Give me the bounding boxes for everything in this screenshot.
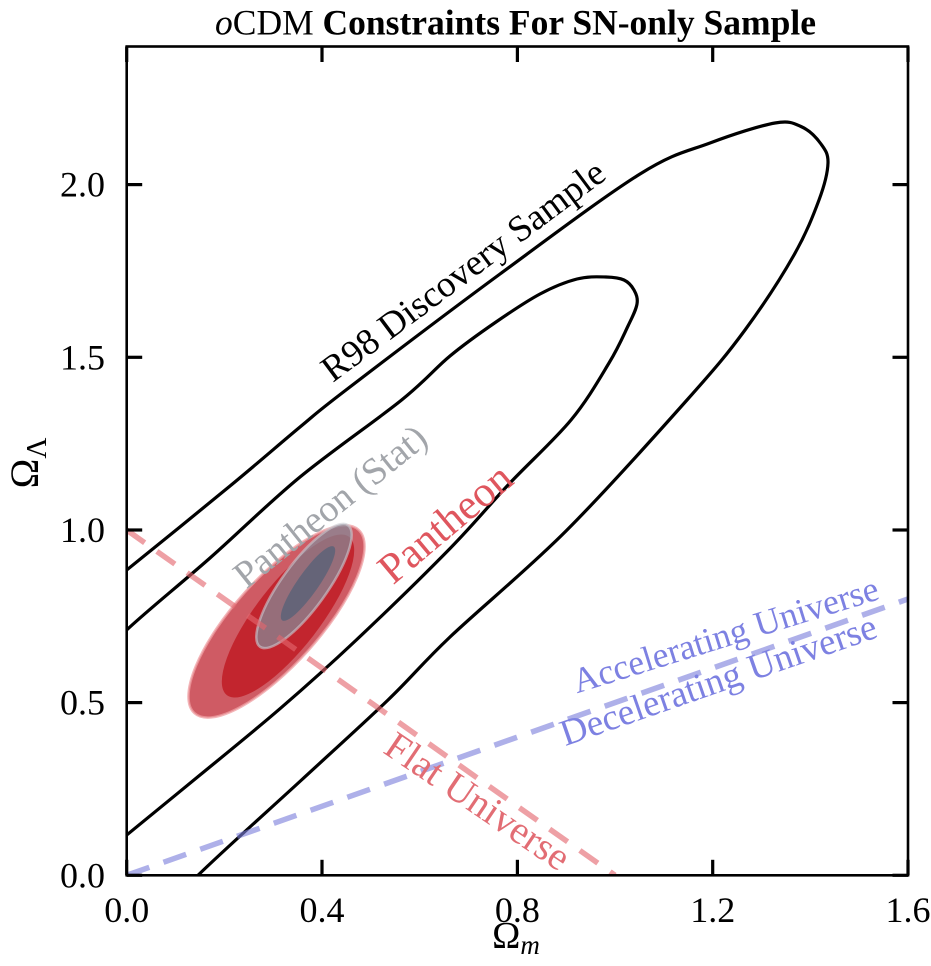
svg-text:0.4: 0.4 [300,890,345,930]
svg-text:1.6: 1.6 [886,890,931,930]
svg-text:2.0: 2.0 [60,165,105,205]
svg-text:oCDM Constraints For SN-only S: oCDM Constraints For SN-only Sample [215,3,816,43]
svg-text:0.5: 0.5 [60,683,105,723]
svg-text:0.8: 0.8 [495,890,540,930]
svg-text:1.0: 1.0 [60,510,105,550]
svg-text:0.0: 0.0 [60,855,105,895]
svg-text:1.5: 1.5 [60,337,105,377]
svg-text:1.2: 1.2 [690,890,735,930]
svg-text:0.0: 0.0 [104,890,149,930]
